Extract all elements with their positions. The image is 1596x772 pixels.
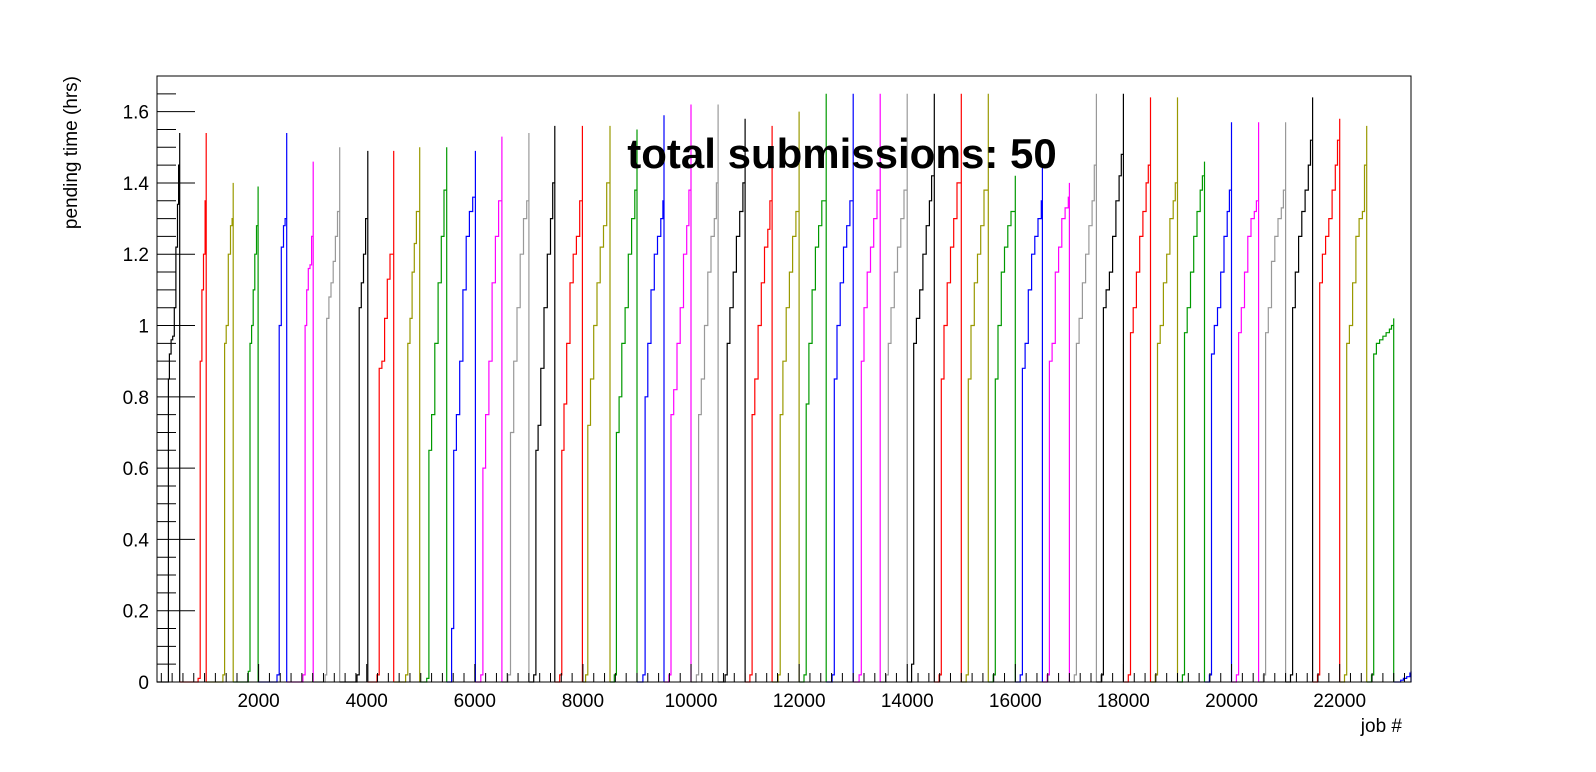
x-tick-label: 4000 [346, 691, 388, 712]
series-line-1 [157, 133, 181, 683]
series-line-13 [475, 136, 503, 683]
y-axis-title: pending time (hrs) [61, 76, 82, 229]
x-tick-label: 14000 [881, 691, 934, 712]
x-tick-label: 6000 [454, 691, 496, 712]
series-line-29 [907, 93, 935, 683]
y-tick-label: 1.2 [123, 245, 149, 266]
series-line-41 [1231, 122, 1260, 683]
y-tick-label: 0 [138, 673, 149, 694]
x-tick-label: 18000 [1097, 691, 1150, 712]
series-line-39 [1177, 161, 1206, 683]
series-line-45 [1339, 125, 1368, 683]
series-line-35 [1069, 93, 1097, 683]
series-line-14 [501, 133, 530, 683]
y-tick-label: 1.4 [123, 174, 150, 195]
y-tick-label: 0.6 [123, 459, 149, 480]
series-line-17 [582, 125, 611, 683]
y-tick-label: 0.8 [123, 388, 149, 409]
series-line-30 [934, 93, 962, 683]
x-tick-label: 20000 [1205, 691, 1258, 712]
series-line-42 [1258, 122, 1287, 683]
series-line-40 [1204, 122, 1233, 683]
series-line-12 [446, 150, 476, 683]
y-tick-label: 0.4 [123, 530, 150, 551]
x-tick-label: 22000 [1313, 691, 1366, 712]
series-line-16 [554, 125, 583, 683]
series-line-18 [610, 129, 638, 683]
y-tick-label: 1.6 [123, 103, 149, 124]
series-line-32 [988, 175, 1016, 683]
series-line-22 [718, 118, 746, 683]
series-line-26 [826, 93, 854, 683]
series-line-5 [258, 133, 288, 683]
axis-layer: 0 0.2 0.4 0.6 0.8 1 1.2 1.4 1.6 2000 4000 6000 8000 1… [123, 75, 1406, 712]
series-line-3 [206, 182, 234, 683]
series-line-44 [1312, 118, 1341, 683]
series-line-10 [393, 147, 421, 683]
series-line-25 [799, 93, 827, 683]
series-line-15 [528, 125, 556, 683]
series-line-36 [1096, 93, 1124, 683]
series-line-34 [1042, 182, 1070, 683]
series-line-7 [313, 147, 341, 683]
series-line-20 [664, 104, 692, 683]
series-layer [157, 93, 1412, 683]
series-line-47 [1393, 671, 1412, 683]
series-line-37 [1123, 97, 1152, 683]
x-axis-title: job # [1360, 716, 1403, 737]
chart-title: total submissions: 50 [627, 130, 1056, 177]
series-line-23 [745, 125, 773, 683]
series-line-19 [637, 115, 665, 683]
x-tick-label: 16000 [989, 691, 1042, 712]
series-line-8 [339, 150, 369, 683]
x-tick-label: 2000 [237, 691, 279, 712]
series-line-27 [853, 93, 881, 683]
series-line-43 [1285, 97, 1314, 683]
series-line-2 [179, 133, 207, 683]
series-line-46 [1366, 318, 1395, 683]
series-line-6 [286, 161, 314, 683]
x-tick-label: 12000 [773, 691, 826, 712]
series-line-24 [772, 111, 800, 683]
y-tick-label: 0.2 [123, 602, 149, 623]
series-line-31 [961, 93, 989, 683]
series-line-33 [1015, 165, 1043, 683]
series-line-9 [367, 150, 395, 683]
series-line-11 [419, 147, 448, 683]
series-line-4 [233, 186, 259, 683]
y-tick-label: 1 [138, 317, 149, 338]
series-line-28 [880, 93, 908, 683]
x-tick-label: 8000 [562, 691, 604, 712]
series-line-21 [691, 104, 719, 683]
x-tick-label: 10000 [665, 691, 718, 712]
series-line-38 [1150, 97, 1179, 683]
